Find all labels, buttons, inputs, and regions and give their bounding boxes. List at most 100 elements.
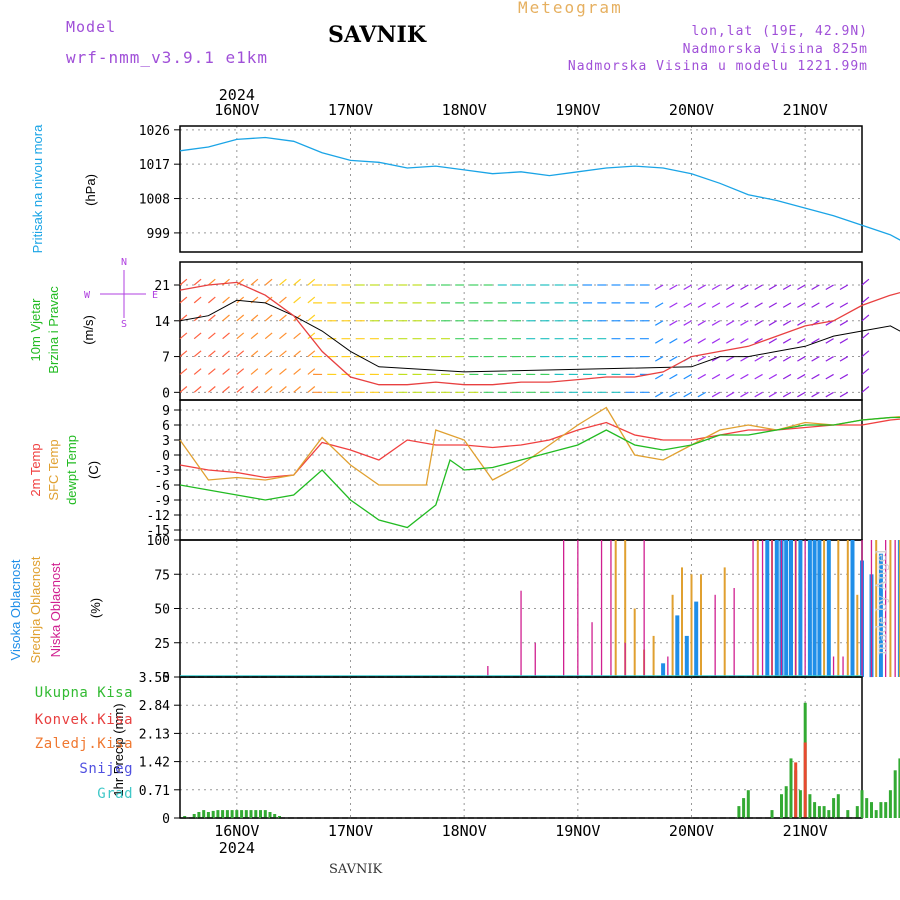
time-year-bottom: 2024 (219, 839, 255, 857)
temperature-ytick-label-8: 9 (162, 404, 170, 419)
wind-arrow (193, 386, 202, 393)
temp-unit: (C) (86, 461, 101, 479)
precip-bar (780, 794, 783, 818)
cloud-bar (771, 540, 773, 677)
wind-arrow (654, 320, 664, 326)
wind-arrow (683, 302, 692, 308)
precip-bar (183, 816, 187, 818)
cloud-bar (798, 540, 803, 677)
precip-bar (235, 810, 239, 818)
precip-bar (221, 810, 225, 818)
wind-arrow (861, 368, 870, 375)
wind-arrow (697, 391, 707, 398)
wind-arrow (825, 302, 834, 308)
temperature-ytick-label-7: 6 (162, 419, 170, 434)
wind-arrow (307, 386, 316, 393)
wind-arrow (250, 278, 259, 286)
wind-speed-line (179, 281, 900, 386)
precip-bar (822, 806, 826, 818)
wind-arrow (193, 350, 202, 358)
lonlat-label: lon,lat (19E, 42.9N) (691, 24, 868, 39)
pressure-ylabel: Pritisak na nivou mora (30, 124, 45, 253)
wind-arrow (725, 320, 735, 326)
wind-arrow (669, 391, 678, 398)
wind-arrow (669, 338, 678, 344)
wind-arrow (797, 302, 806, 308)
cloud-bar (624, 642, 626, 678)
cloud-bar (610, 540, 612, 677)
wind-arrow (754, 338, 763, 344)
pressure-line (179, 136, 900, 241)
precip-bar (206, 812, 210, 818)
clouds-ytick-label-2: 50 (154, 603, 170, 618)
wind-arrow (250, 368, 259, 375)
wind-arrow (236, 296, 245, 304)
precip-bar (273, 814, 277, 818)
wind-arrow (208, 296, 216, 304)
wind-arrow (193, 332, 202, 340)
pressure-ytick-label-0: 999 (147, 227, 170, 242)
precip-legend-item-3: Snijeg (79, 761, 133, 777)
wind-arrow (683, 338, 692, 344)
temperature-ytick-label-5: 0 (162, 449, 170, 464)
pressure-ytick-label-2: 1017 (139, 158, 170, 173)
precip-bar (893, 770, 897, 818)
cloud-bar (591, 622, 593, 677)
wind-arrow (768, 391, 778, 398)
wind-ytick-label-2: 14 (154, 315, 170, 330)
precip-bar (865, 798, 869, 818)
wind-arrow (669, 320, 678, 326)
wind-arrow (782, 302, 792, 308)
precip-bar (192, 814, 196, 818)
precip-bar (803, 742, 807, 818)
pressure-ytick-label-3: 1026 (139, 124, 170, 139)
wind-arrow (293, 278, 301, 286)
wind-arrow (222, 296, 230, 304)
wind-compass-w: W (84, 290, 91, 301)
precip-bar (240, 810, 244, 818)
wind-arrow (782, 338, 792, 344)
precip-bar (784, 786, 788, 818)
precip-panel (174, 676, 863, 819)
precip-bar (879, 802, 883, 818)
precip-ytick-label-2: 1.42 (139, 756, 170, 771)
wind-arrow (264, 296, 273, 304)
meteogram-title: Meteogram (518, 0, 623, 17)
wind-arrow (740, 373, 749, 380)
wind-arrow (861, 332, 870, 340)
temp-line-2 (179, 416, 900, 529)
precip-bar (846, 810, 850, 818)
wind-arrow (208, 314, 216, 322)
wind-arrow (782, 373, 792, 380)
wind-arrow (811, 284, 820, 291)
time-label-bottom-0: 16NOV (214, 822, 259, 840)
wind-arrow (208, 368, 216, 375)
elevation-label: Nadmorska Visina 825m (682, 42, 868, 57)
cloud-bar (832, 656, 835, 677)
wind-arrow (264, 278, 273, 286)
time-label-bottom-4: 20NOV (669, 822, 714, 840)
pressure-ytick-label-1: 1008 (139, 193, 170, 208)
wind-arrow (754, 302, 763, 308)
wind-arrow (725, 356, 735, 362)
temp-ylabel-sfc: SFC Temp (46, 439, 61, 500)
precip-ytick-label-3: 2.13 (139, 727, 170, 742)
precip-bar (813, 802, 817, 818)
time-label-top-5: 21NOV (783, 101, 828, 119)
wind-arrow (711, 338, 721, 344)
temperature-ytick-label-3: -6 (154, 479, 170, 494)
wind-arrow (711, 302, 721, 308)
wind-arrow (782, 356, 792, 362)
precip-ytick-label-4: 2.84 (139, 699, 170, 714)
model-label: Model (66, 18, 117, 36)
wind-arrow (861, 314, 870, 322)
wind-arrow (782, 391, 792, 398)
cloud-bar (661, 663, 666, 677)
wind-arrow (279, 368, 287, 375)
wind-arrow (179, 278, 188, 286)
wind-arrow (264, 350, 273, 358)
wind-arrow (768, 356, 778, 362)
pressure-frame (179, 125, 863, 253)
credit-watermark: made by Angel (874, 549, 890, 656)
